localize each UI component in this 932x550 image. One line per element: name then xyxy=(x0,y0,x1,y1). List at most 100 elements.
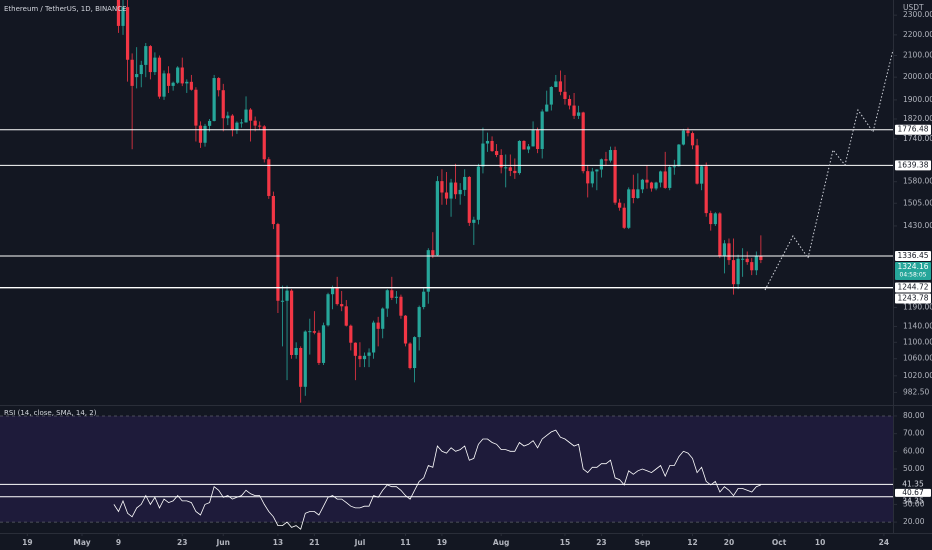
candle-body xyxy=(358,355,362,360)
y-tick-label: 1430.00 xyxy=(903,221,932,230)
rsi-tick-label: 30.00 xyxy=(903,499,925,508)
level-label-box xyxy=(895,293,931,304)
level-label: 1243.78 xyxy=(897,293,928,302)
candle-body xyxy=(381,308,385,329)
y-tick-label: 2300.00 xyxy=(903,10,932,19)
price-pane xyxy=(0,0,893,403)
candle-body xyxy=(454,182,458,195)
candle-body xyxy=(444,192,449,199)
x-tick-label: Oct xyxy=(772,538,787,547)
candle-body xyxy=(367,352,371,356)
candle-body xyxy=(235,122,239,131)
candle-body xyxy=(326,294,330,326)
candle-body xyxy=(517,140,521,174)
candle-body xyxy=(567,98,572,106)
candle-body xyxy=(495,151,499,156)
candle-body xyxy=(130,59,134,86)
x-tick-label: Jul xyxy=(354,538,366,547)
candle-body xyxy=(695,145,699,184)
candle-body xyxy=(745,258,749,263)
level-label: 1336.45 xyxy=(897,251,928,260)
candle-body xyxy=(308,331,312,333)
candle-body xyxy=(668,167,672,188)
x-tick-label: 19 xyxy=(437,538,447,547)
x-tick-label: 13 xyxy=(273,538,283,547)
chart-title: Ethereum / TetherUS, 1D, BINANCE xyxy=(4,5,127,13)
candle-body xyxy=(649,182,654,189)
y-tick-label: 1740.00 xyxy=(903,134,932,143)
candle-body xyxy=(362,355,367,360)
candle-body xyxy=(754,256,758,271)
candle-body xyxy=(536,129,540,149)
candle-body xyxy=(558,81,563,92)
candle-body xyxy=(157,57,162,97)
candle-body xyxy=(727,243,731,261)
candle-body xyxy=(481,143,485,167)
candle-body xyxy=(704,166,708,214)
candle-body xyxy=(722,243,727,257)
candle-body xyxy=(353,342,357,356)
candle-body xyxy=(613,150,617,203)
candle-body xyxy=(267,159,271,196)
candle-body xyxy=(490,140,494,152)
candle-body xyxy=(526,146,531,150)
y-unit: USDT xyxy=(903,3,924,12)
candle-body xyxy=(686,130,690,134)
candle-body xyxy=(440,181,444,193)
candle-body xyxy=(622,207,626,228)
candle-body xyxy=(640,179,645,190)
level-label-box xyxy=(895,282,931,293)
candle-body xyxy=(700,166,704,184)
candle-body xyxy=(258,125,262,127)
candle-body xyxy=(194,89,198,126)
x-tick-label: 10 xyxy=(815,538,825,547)
candle-body xyxy=(408,343,412,369)
x-tick-label: May xyxy=(73,538,90,547)
rsi-band xyxy=(0,415,893,523)
last-price-box xyxy=(895,261,931,280)
candle-body xyxy=(125,7,130,60)
candle-body xyxy=(253,120,257,126)
x-tick-label: Jun xyxy=(216,538,230,547)
candle-body xyxy=(736,258,740,285)
candle-body xyxy=(244,109,248,123)
candle-body xyxy=(271,195,275,225)
candle-body xyxy=(280,300,285,302)
candle-body xyxy=(189,81,193,90)
candle-body xyxy=(449,182,453,199)
candle-body xyxy=(385,290,389,309)
candle-body xyxy=(631,189,635,198)
countdown-label: 04:58:05 xyxy=(900,271,927,278)
y-tick-label: 2100.00 xyxy=(903,51,932,60)
candle-body xyxy=(586,171,590,184)
candle-body xyxy=(540,111,544,149)
candle-body xyxy=(340,304,344,307)
candle-body xyxy=(162,73,166,97)
candle-body xyxy=(294,347,298,355)
candle-body xyxy=(472,219,476,223)
level-label-box xyxy=(895,160,931,171)
candle-body xyxy=(166,73,171,86)
candle-body xyxy=(285,290,289,301)
y-tick-label: 982.50 xyxy=(903,387,929,396)
x-tick-label: Sep xyxy=(634,538,650,547)
candle-body xyxy=(608,150,613,161)
candle-body xyxy=(595,169,599,172)
candle-body xyxy=(403,315,408,344)
candle-body xyxy=(344,306,348,326)
level-label: 1244.72 xyxy=(897,282,928,291)
candle-body xyxy=(176,67,180,83)
candle-body xyxy=(312,331,316,333)
candle-body xyxy=(513,170,517,174)
candle-body xyxy=(476,166,480,220)
candle-body xyxy=(426,250,430,292)
candle-body xyxy=(431,250,435,256)
rsi-title: RSI (14, close, SMA, 14, 2) xyxy=(4,409,97,417)
candle-body xyxy=(221,90,225,119)
candle-body xyxy=(636,189,640,198)
candle-body xyxy=(663,171,667,188)
y-tick-label: 2200.00 xyxy=(903,30,932,39)
y-tick-label: 1140.00 xyxy=(903,321,932,330)
